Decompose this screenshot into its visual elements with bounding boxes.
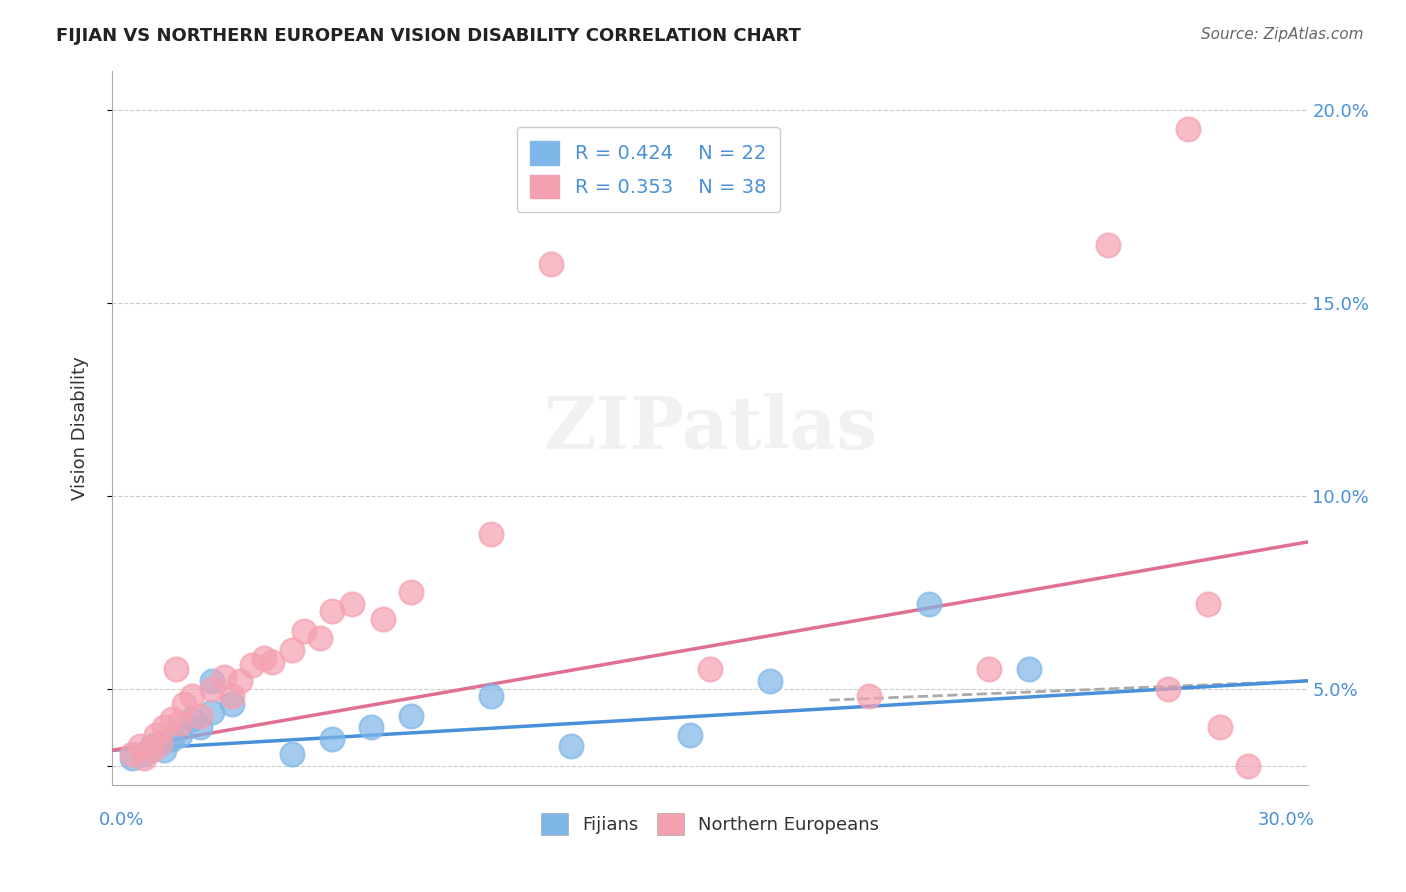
Point <box>145 728 167 742</box>
Point <box>560 739 582 754</box>
Point <box>121 747 143 761</box>
Point <box>188 708 211 723</box>
Point <box>281 643 304 657</box>
Point <box>181 690 204 704</box>
Text: ZIPatlas: ZIPatlas <box>543 392 877 464</box>
Point <box>221 697 243 711</box>
Point <box>699 662 721 676</box>
Point <box>181 712 204 726</box>
Point <box>141 743 163 757</box>
Point <box>188 720 211 734</box>
Point <box>169 728 191 742</box>
Point <box>149 735 172 749</box>
Point <box>141 739 163 754</box>
Point <box>858 690 880 704</box>
Point <box>373 612 395 626</box>
Point <box>321 731 343 746</box>
Point <box>201 681 224 696</box>
Point <box>479 690 502 704</box>
Point <box>281 747 304 761</box>
Point <box>977 662 1000 676</box>
Point <box>134 751 156 765</box>
Point <box>1177 122 1199 136</box>
Point <box>1237 758 1260 772</box>
Point <box>679 728 702 742</box>
Point <box>240 658 263 673</box>
Point <box>201 673 224 688</box>
Point <box>173 697 195 711</box>
Y-axis label: Vision Disability: Vision Disability <box>70 356 89 500</box>
Point <box>149 735 172 749</box>
Point <box>221 690 243 704</box>
Point <box>308 632 330 646</box>
Point <box>1209 720 1232 734</box>
Point <box>212 670 235 684</box>
Legend: Fijians, Northern Europeans: Fijians, Northern Europeans <box>529 800 891 847</box>
Point <box>153 743 176 757</box>
Point <box>321 604 343 618</box>
Point <box>340 597 363 611</box>
Point <box>165 662 187 676</box>
Point <box>1197 597 1219 611</box>
Point <box>201 705 224 719</box>
Point <box>401 585 423 599</box>
Point <box>401 708 423 723</box>
Point <box>360 720 382 734</box>
Point <box>1018 662 1040 676</box>
Point <box>540 257 562 271</box>
Point <box>479 527 502 541</box>
Point <box>759 673 782 688</box>
Point <box>134 747 156 761</box>
Point <box>129 739 152 754</box>
Text: 0.0%: 0.0% <box>98 811 143 829</box>
Text: 30.0%: 30.0% <box>1258 811 1315 829</box>
Point <box>253 650 276 665</box>
Point <box>169 716 191 731</box>
Point <box>162 712 183 726</box>
Point <box>153 720 176 734</box>
Point <box>1097 238 1119 252</box>
Text: Source: ZipAtlas.com: Source: ZipAtlas.com <box>1201 27 1364 42</box>
Text: FIJIAN VS NORTHERN EUROPEAN VISION DISABILITY CORRELATION CHART: FIJIAN VS NORTHERN EUROPEAN VISION DISAB… <box>56 27 801 45</box>
Point <box>162 731 183 746</box>
Point <box>260 655 283 669</box>
Point <box>292 624 315 638</box>
Point <box>229 673 252 688</box>
Point <box>1157 681 1180 696</box>
Point <box>918 597 941 611</box>
Point <box>121 751 143 765</box>
